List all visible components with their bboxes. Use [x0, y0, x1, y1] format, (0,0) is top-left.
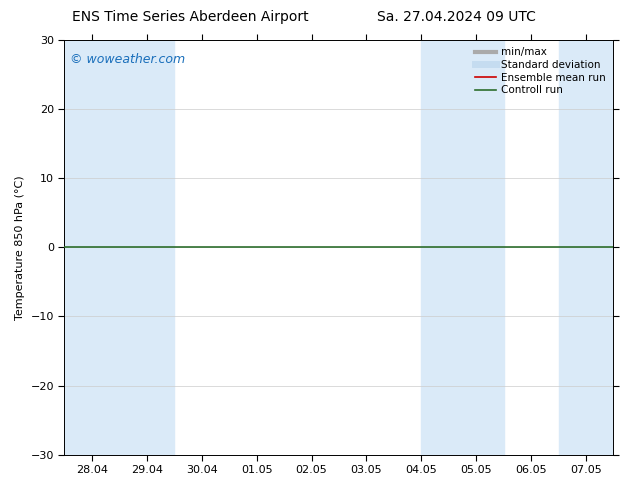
- Text: ENS Time Series Aberdeen Airport: ENS Time Series Aberdeen Airport: [72, 10, 309, 24]
- Y-axis label: Temperature 850 hPa (°C): Temperature 850 hPa (°C): [15, 175, 25, 319]
- Bar: [65, 40, 174, 455]
- Text: Sa. 27.04.2024 09 UTC: Sa. 27.04.2024 09 UTC: [377, 10, 536, 24]
- Bar: [422, 40, 503, 455]
- Bar: [559, 40, 614, 455]
- Text: © woweather.com: © woweather.com: [70, 52, 185, 66]
- Legend: min/max, Standard deviation, Ensemble mean run, Controll run: min/max, Standard deviation, Ensemble me…: [473, 46, 608, 98]
